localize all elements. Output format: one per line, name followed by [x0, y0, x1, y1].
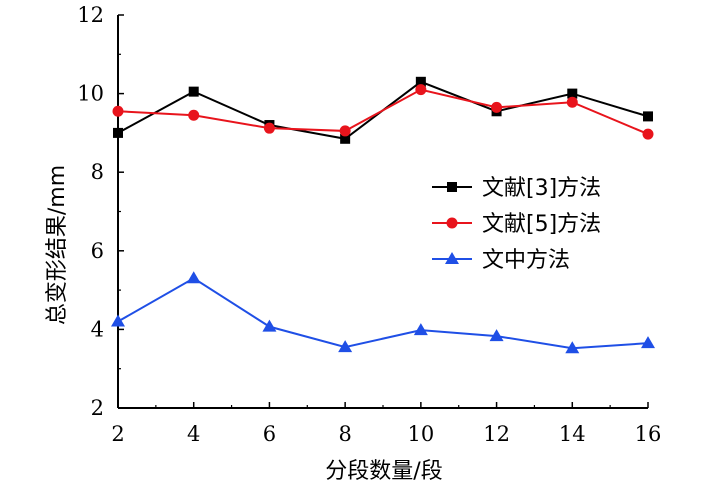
data-point [643, 111, 653, 122]
data-point [340, 133, 351, 144]
data-point [186, 271, 201, 284]
data-point [111, 314, 125, 327]
x-tick-label: 10 [407, 422, 434, 446]
series-2 [112, 84, 654, 140]
data-point [339, 125, 351, 137]
axes: 2 4 6 8 10 12 14 16 2 4 6 8 10 12 [77, 3, 661, 446]
x-tick-label: 12 [483, 422, 510, 446]
data-point [415, 84, 427, 96]
data-point [489, 329, 504, 342]
x-tick-label: 8 [338, 422, 351, 446]
data-point [113, 127, 123, 138]
data-point [641, 336, 655, 349]
y-tick-label: 8 [91, 160, 104, 184]
data-point [188, 86, 199, 97]
legend-label: 文献[5]方法 [482, 212, 601, 237]
data-point [413, 323, 428, 336]
data-point [338, 340, 353, 353]
series-3 [111, 271, 655, 354]
legend-item: 文献[3]方法 [432, 176, 601, 201]
series-layer [111, 76, 655, 354]
legend-marker [446, 217, 458, 229]
y-tick-label: 4 [91, 317, 104, 341]
data-point [567, 88, 578, 99]
legend-item: 文中方法 [432, 248, 570, 273]
legend-label: 文献[3]方法 [482, 176, 601, 201]
series-line [117, 277, 649, 350]
data-point [565, 341, 580, 354]
data-point [566, 96, 578, 108]
legend-label: 文中方法 [482, 248, 570, 273]
data-point [491, 101, 503, 113]
x-tick-label: 6 [263, 422, 276, 446]
legend-marker [447, 182, 457, 192]
series-line [117, 88, 649, 136]
y-tick-label: 6 [91, 239, 104, 263]
x-tick-label: 14 [559, 422, 586, 446]
y-tick-label: 10 [77, 82, 104, 106]
x-axis-title: 分段数量/段 [325, 459, 442, 484]
x-tick-label: 2 [111, 422, 124, 446]
data-point [263, 122, 275, 134]
data-point [112, 105, 124, 117]
y-tick-label: 12 [77, 3, 104, 27]
legend-marker [445, 252, 459, 264]
x-tick-label: 4 [187, 422, 200, 446]
data-point [415, 76, 426, 87]
y-tick-label: 2 [91, 396, 104, 420]
data-point [188, 109, 200, 121]
data-point [262, 319, 277, 332]
y-axis-title: 总变形结果/mm [45, 165, 70, 325]
data-point [642, 128, 654, 140]
x-tick-label: 16 [635, 422, 662, 446]
legend-item: 文献[5]方法 [432, 212, 601, 237]
